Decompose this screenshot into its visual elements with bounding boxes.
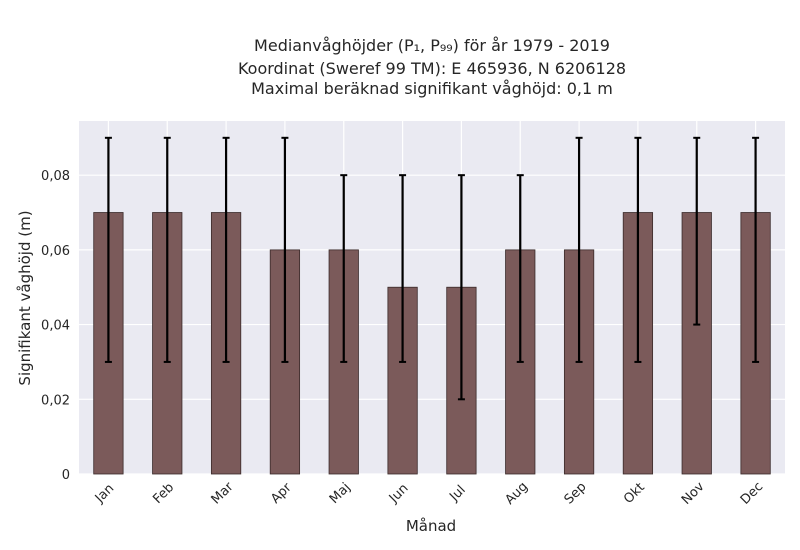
x-tick-labels: Jan Feb Mar Apr Maj Jun Jul Aug Sep Okt Nov Dec: [92, 479, 766, 508]
error-bar-dec: [752, 136, 760, 363]
y-axis-label: Signifikant våghöjd (m): [16, 210, 34, 385]
x-tick-label: Maj: [327, 480, 354, 507]
y-tick-label: 0: [62, 468, 70, 483]
chart-title: Medianvåghöjder (P₁, P₉₉) för år 1979 - …: [238, 36, 626, 98]
y-tick-label: 0,06: [41, 244, 70, 259]
y-tick-label: 0,04: [41, 319, 70, 334]
y-gridlines: [79, 174, 785, 475]
x-tick-label: Nov: [679, 479, 708, 508]
title-line-3: Maximal beräknad signifikant våghöjd: 0,…: [251, 79, 613, 98]
error-bar-okt: [634, 136, 642, 363]
x-tick-label: Sep: [562, 480, 590, 508]
error-bar-jan: [104, 136, 112, 363]
x-tick-label: Jan: [92, 481, 117, 506]
x-tick-label: Mar: [209, 479, 237, 507]
x-tick-label: Apr: [268, 480, 295, 507]
x-tick-label: Aug: [502, 479, 531, 508]
x-tick-label: Okt: [621, 480, 648, 507]
x-tick-label: Jun: [386, 481, 412, 507]
error-bar-aug: [516, 174, 524, 363]
title-line-1: Medianvåghöjder (P₁, P₉₉) för år 1979 - …: [254, 36, 610, 55]
x-tick-label: Jul: [446, 483, 468, 505]
title-line-2: Koordinat (Sweref 99 TM): E 465936, N 62…: [238, 59, 626, 78]
error-bar-jul: [457, 174, 465, 401]
x-tick-label: Dec: [738, 479, 766, 507]
plot-area: [79, 121, 785, 474]
y-tick-labels: 0 0,02 0,04 0,06 0,08: [41, 169, 70, 483]
error-bar-apr: [281, 136, 289, 363]
error-bar-maj: [340, 174, 348, 363]
error-bar-sep: [575, 136, 583, 363]
x-tick-label: Feb: [150, 480, 177, 507]
y-tick-label: 0,02: [41, 393, 70, 408]
x-axis-label: Månad: [406, 517, 456, 535]
error-bars: [104, 136, 760, 401]
error-bar-jun: [399, 174, 407, 363]
y-tick-label: 0,08: [41, 169, 70, 184]
error-bar-nov: [693, 136, 701, 326]
error-bar-mar: [222, 136, 230, 363]
error-bar-feb: [163, 136, 171, 363]
